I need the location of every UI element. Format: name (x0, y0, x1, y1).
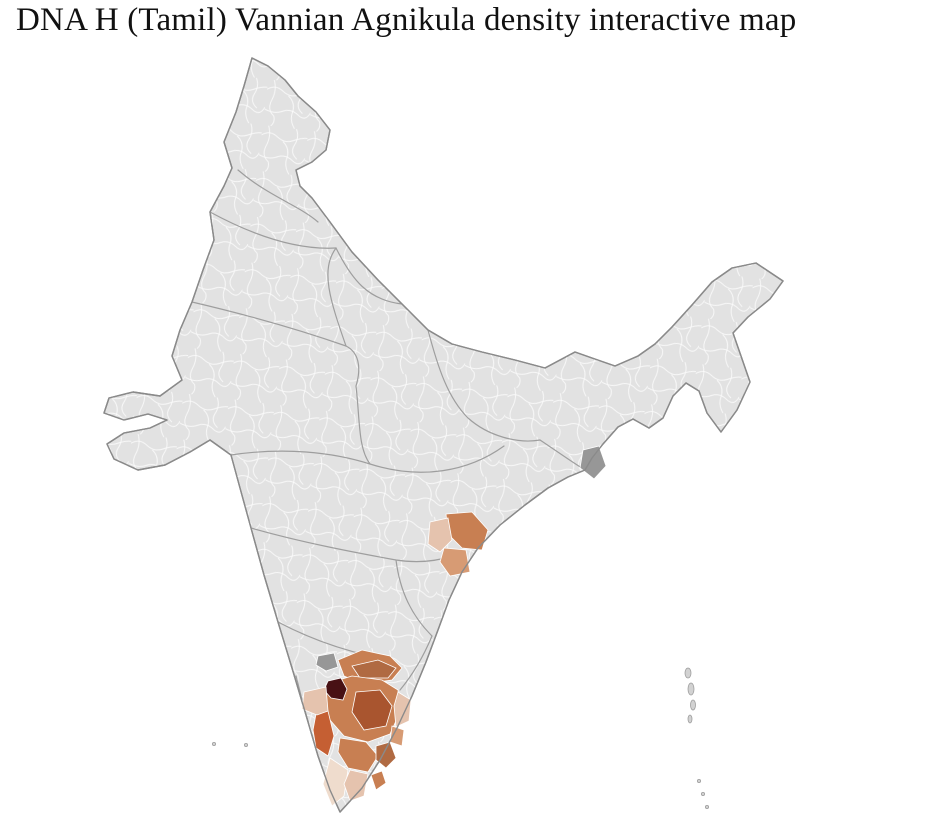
district-tn-south-light2[interactable] (343, 769, 369, 802)
island[interactable] (211, 742, 216, 747)
island[interactable] (684, 667, 692, 679)
district-tn-light-west[interactable] (301, 686, 329, 716)
district-tn-south-light1[interactable] (322, 757, 349, 807)
district-tn-lower-medium[interactable] (337, 737, 379, 773)
island[interactable] (705, 805, 710, 810)
india-outline (103, 57, 784, 813)
district-karnataka-gray[interactable] (315, 652, 339, 672)
island[interactable] (697, 779, 702, 784)
district-tn-lower-high[interactable] (375, 741, 397, 769)
island[interactable] (690, 699, 696, 711)
district-odisha-light[interactable] (427, 517, 453, 553)
district-odisha-low[interactable] (439, 547, 471, 577)
district-tn-north-high[interactable] (351, 659, 397, 679)
andaman-islands[interactable] (684, 667, 710, 810)
island[interactable] (687, 714, 693, 724)
india-landmass[interactable] (103, 57, 784, 813)
district-tn-coast-low[interactable] (389, 725, 405, 747)
district-bengal-delta-gray[interactable] (579, 445, 607, 480)
island[interactable] (687, 682, 695, 696)
district-tn-light-east[interactable] (393, 691, 412, 728)
lakshadweep-islands[interactable] (211, 742, 248, 748)
island[interactable] (701, 792, 706, 797)
district-tn-main-high[interactable] (351, 689, 393, 731)
district-tn-south-dot[interactable] (370, 770, 387, 791)
island[interactable] (243, 743, 248, 748)
page-title: DNA H (Tamil) Vannian Agnikula density i… (16, 2, 797, 38)
